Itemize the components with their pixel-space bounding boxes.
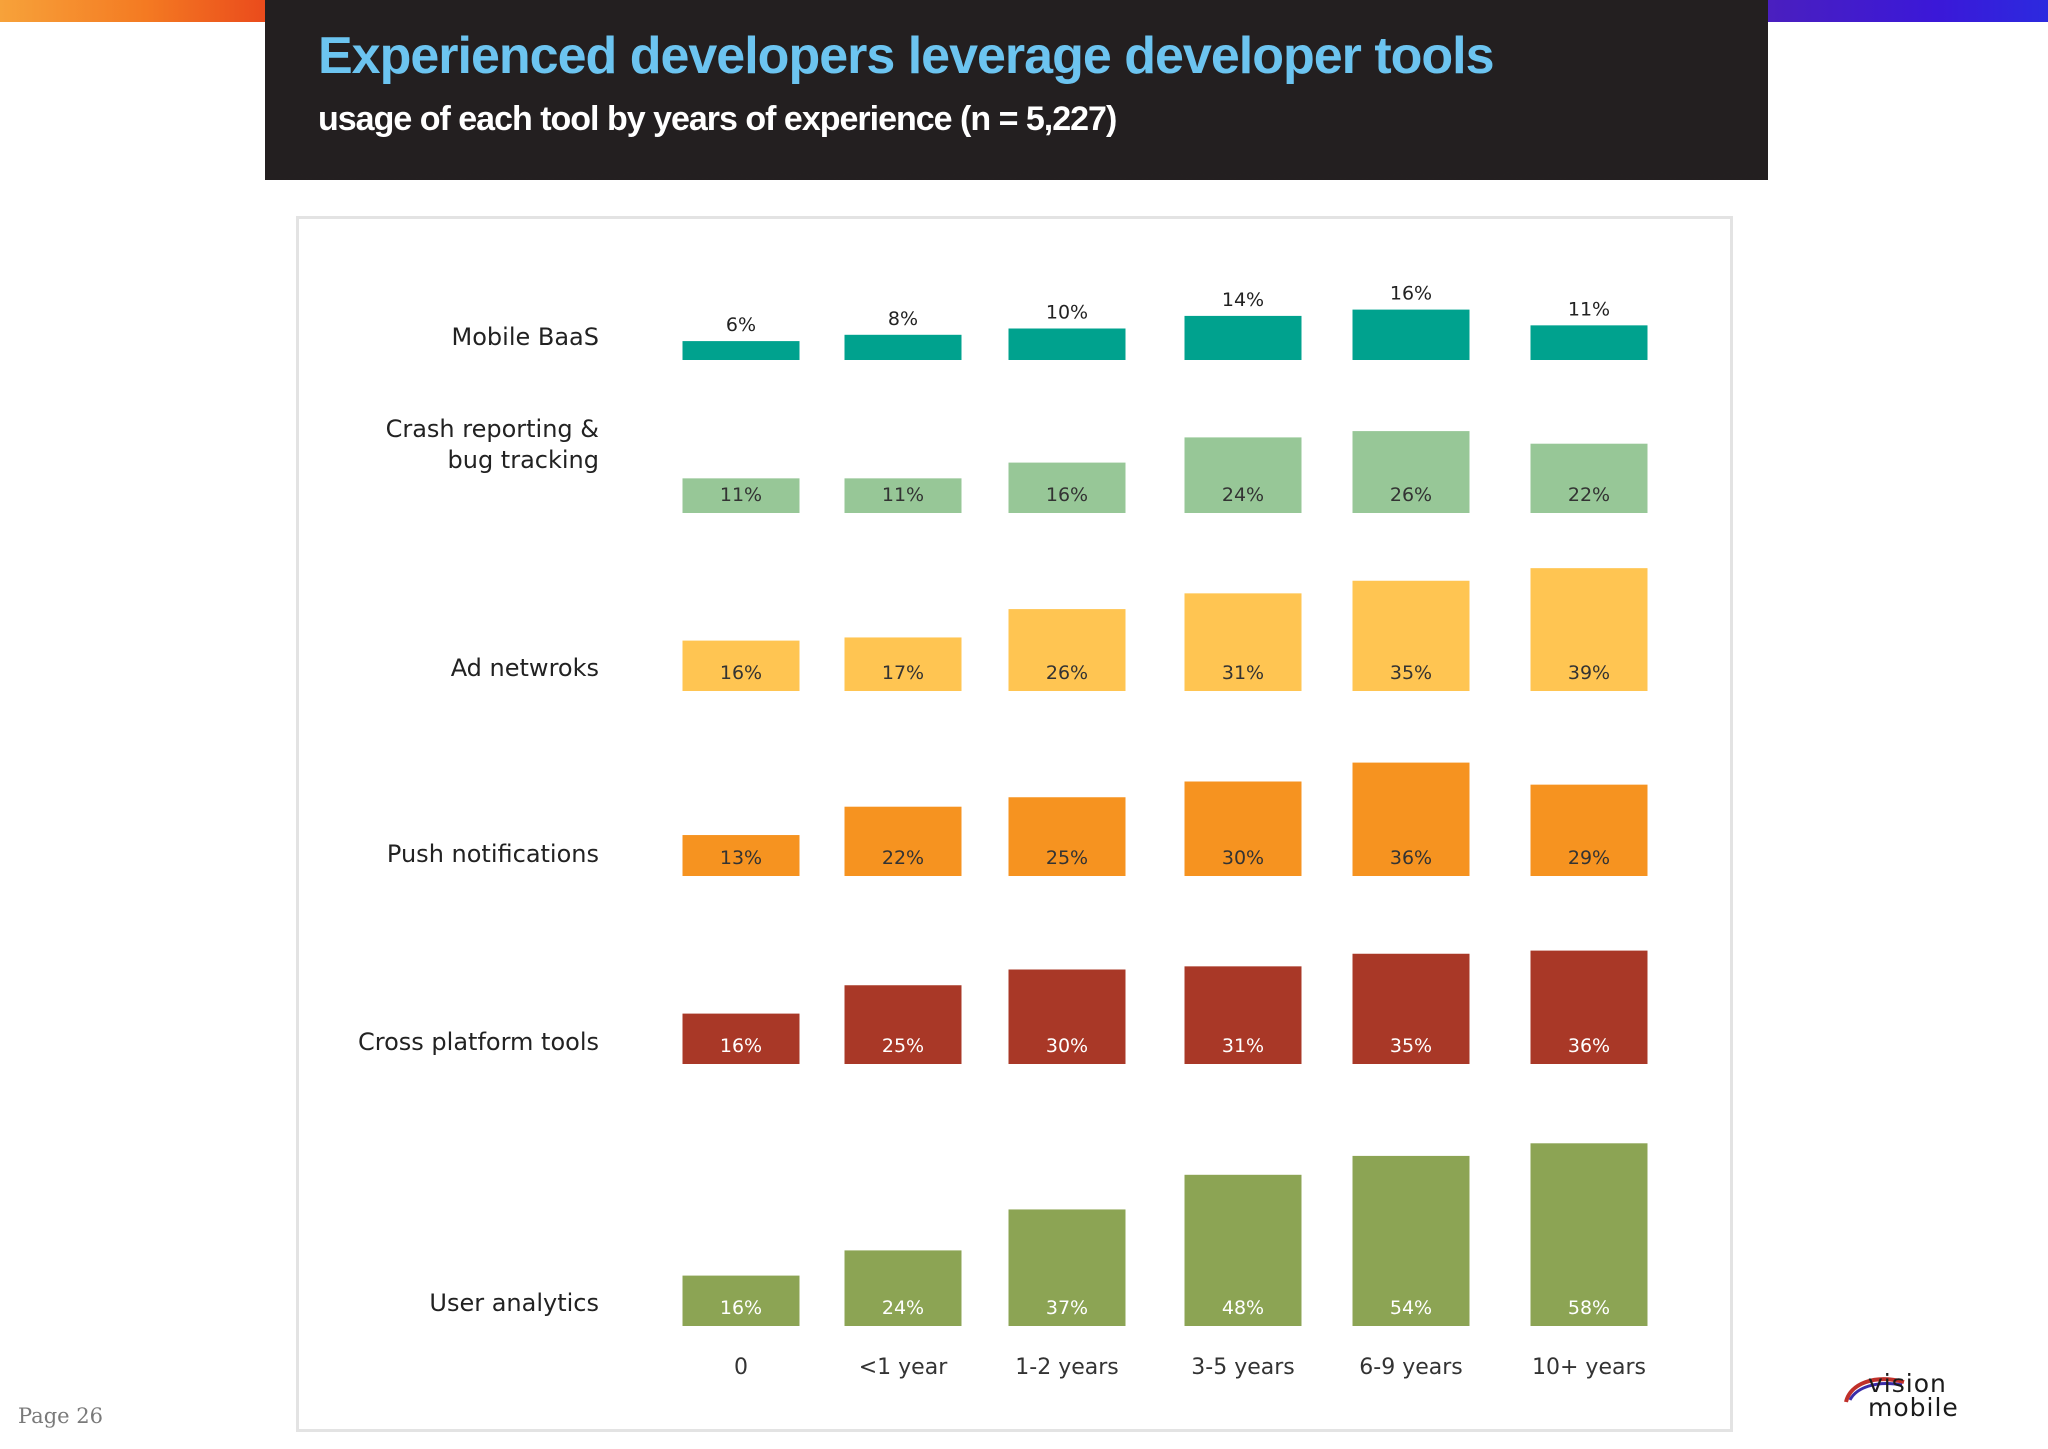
bar-mobile-baas-2 (844, 334, 962, 360)
bar-push-notifications-1 (682, 835, 800, 876)
value-label-crash-reporting-bug-tracking-2: 11% (882, 484, 924, 506)
value-label-cross-platform-tools-3: 30% (1046, 1035, 1088, 1057)
value-label-push-notifications-2: 22% (882, 847, 924, 869)
bar-push-notifications-3 (1008, 797, 1126, 876)
value-label-mobile-baas-3: 10% (1046, 302, 1088, 324)
value-label-mobile-baas-2: 8% (888, 308, 918, 330)
bar-mobile-baas-5 (1352, 309, 1470, 360)
category-label-3: 1-2 years (1015, 1355, 1118, 1380)
bar-user-analytics-5 (1352, 1155, 1470, 1326)
bar-cross-platform-tools-3 (1008, 969, 1126, 1064)
logo-text-vision: vision (1868, 1369, 1947, 1398)
bar-user-analytics-2 (844, 1250, 962, 1326)
category-label-5: 6-9 years (1359, 1355, 1462, 1380)
value-label-push-notifications-6: 29% (1568, 847, 1610, 869)
value-label-cross-platform-tools-5: 35% (1390, 1035, 1432, 1057)
value-label-user-analytics-2: 24% (882, 1297, 924, 1319)
bar-mobile-baas-1 (682, 341, 800, 360)
value-label-ad-netwroks-6: 39% (1568, 662, 1610, 684)
value-label-mobile-baas-4: 14% (1222, 289, 1264, 311)
row-label-ad-netwroks: Ad netwroks (451, 654, 599, 682)
bar-cross-platform-tools-5 (1352, 953, 1470, 1064)
value-label-mobile-baas-5: 16% (1390, 283, 1432, 305)
accent-strip-right (1768, 0, 2048, 22)
value-label-ad-netwroks-3: 26% (1046, 662, 1088, 684)
row-label-crash-reporting-bug-tracking-line-1: Crash reporting & (386, 415, 599, 443)
value-label-cross-platform-tools-2: 25% (882, 1035, 924, 1057)
category-label-6: 10+ years (1532, 1355, 1646, 1380)
banner-zigzag-edge (265, 170, 1768, 186)
row-label-cross-platform-tools: Cross platform tools (358, 1028, 599, 1056)
bar-ad-netwroks-5 (1352, 580, 1470, 691)
page-title: Experienced developers leverage develope… (318, 27, 1495, 85)
accent-strip-left (0, 0, 265, 22)
value-label-ad-netwroks-5: 35% (1390, 662, 1432, 684)
bar-user-analytics-6 (1530, 1143, 1648, 1326)
value-label-crash-reporting-bug-tracking-4: 24% (1222, 484, 1264, 506)
value-label-cross-platform-tools-6: 36% (1568, 1035, 1610, 1057)
value-label-push-notifications-1: 13% (720, 847, 762, 869)
value-label-crash-reporting-bug-tracking-5: 26% (1390, 484, 1432, 506)
bar-cross-platform-tools-4 (1184, 966, 1302, 1064)
title-banner (265, 0, 1768, 180)
page-number: Page 26 (18, 1404, 103, 1428)
bar-crash-reporting-bug-tracking-5 (1352, 431, 1470, 513)
row-label-user-analytics: User analytics (429, 1289, 599, 1317)
value-label-mobile-baas-1: 6% (726, 314, 756, 336)
bar-push-notifications-6 (1530, 784, 1648, 876)
value-label-cross-platform-tools-1: 16% (720, 1035, 762, 1057)
value-label-user-analytics-1: 16% (720, 1297, 762, 1319)
bar-mobile-baas-6 (1530, 325, 1648, 360)
bar-ad-netwroks-1 (682, 640, 800, 691)
value-label-mobile-baas-6: 11% (1568, 298, 1610, 320)
value-label-ad-netwroks-4: 31% (1222, 662, 1264, 684)
logo-swoosh-icon (1844, 1377, 1905, 1403)
bar-crash-reporting-bug-tracking-6 (1530, 443, 1648, 513)
bar-crash-reporting-bug-tracking-4 (1184, 437, 1302, 513)
bar-cross-platform-tools-2 (844, 985, 962, 1064)
bar-user-analytics-3 (1008, 1209, 1126, 1326)
bar-push-notifications-4 (1184, 781, 1302, 876)
vision-mobile-logo: vision mobile (1840, 1370, 2000, 1430)
bar-crash-reporting-bug-tracking-1 (682, 478, 800, 513)
bar-mobile-baas-3 (1008, 328, 1126, 360)
row-label-mobile-baas: Mobile BaaS (452, 323, 599, 351)
value-label-crash-reporting-bug-tracking-6: 22% (1568, 484, 1610, 506)
value-label-user-analytics-3: 37% (1046, 1297, 1088, 1319)
value-label-crash-reporting-bug-tracking-1: 11% (720, 484, 762, 506)
bar-ad-netwroks-2 (844, 637, 962, 691)
bar-push-notifications-5 (1352, 762, 1470, 876)
bar-ad-netwroks-4 (1184, 593, 1302, 691)
category-label-1: 0 (734, 1355, 748, 1380)
bar-ad-netwroks-3 (1008, 609, 1126, 691)
bar-crash-reporting-bug-tracking-2 (844, 478, 962, 513)
bar-user-analytics-4 (1184, 1174, 1302, 1326)
category-label-4: 3-5 years (1191, 1355, 1294, 1380)
bar-cross-platform-tools-1 (682, 1013, 800, 1064)
value-label-cross-platform-tools-4: 31% (1222, 1035, 1264, 1057)
value-label-user-analytics-6: 58% (1568, 1297, 1610, 1319)
bar-user-analytics-1 (682, 1275, 800, 1326)
value-label-ad-netwroks-2: 17% (882, 662, 924, 684)
value-label-ad-netwroks-1: 16% (720, 662, 762, 684)
value-label-push-notifications-3: 25% (1046, 847, 1088, 869)
page-subtitle: usage of each tool by years of experienc… (318, 100, 1117, 138)
row-label-push-notifications: Push notifications (387, 840, 599, 868)
value-label-push-notifications-5: 36% (1390, 847, 1432, 869)
bar-ad-netwroks-6 (1530, 568, 1648, 691)
bar-crash-reporting-bug-tracking-3 (1008, 462, 1126, 513)
bar-push-notifications-2 (844, 806, 962, 876)
row-label-crash-reporting-bug-tracking-line-2: bug tracking (448, 446, 600, 474)
bar-mobile-baas-4 (1184, 315, 1302, 360)
logo-text-mobile: mobile (1868, 1393, 1959, 1422)
value-label-user-analytics-5: 54% (1390, 1297, 1432, 1319)
bar-cross-platform-tools-6 (1530, 950, 1648, 1064)
category-label-2: <1 year (859, 1355, 948, 1380)
value-label-user-analytics-4: 48% (1222, 1297, 1264, 1319)
value-label-crash-reporting-bug-tracking-3: 16% (1046, 484, 1088, 506)
value-label-push-notifications-4: 30% (1222, 847, 1264, 869)
